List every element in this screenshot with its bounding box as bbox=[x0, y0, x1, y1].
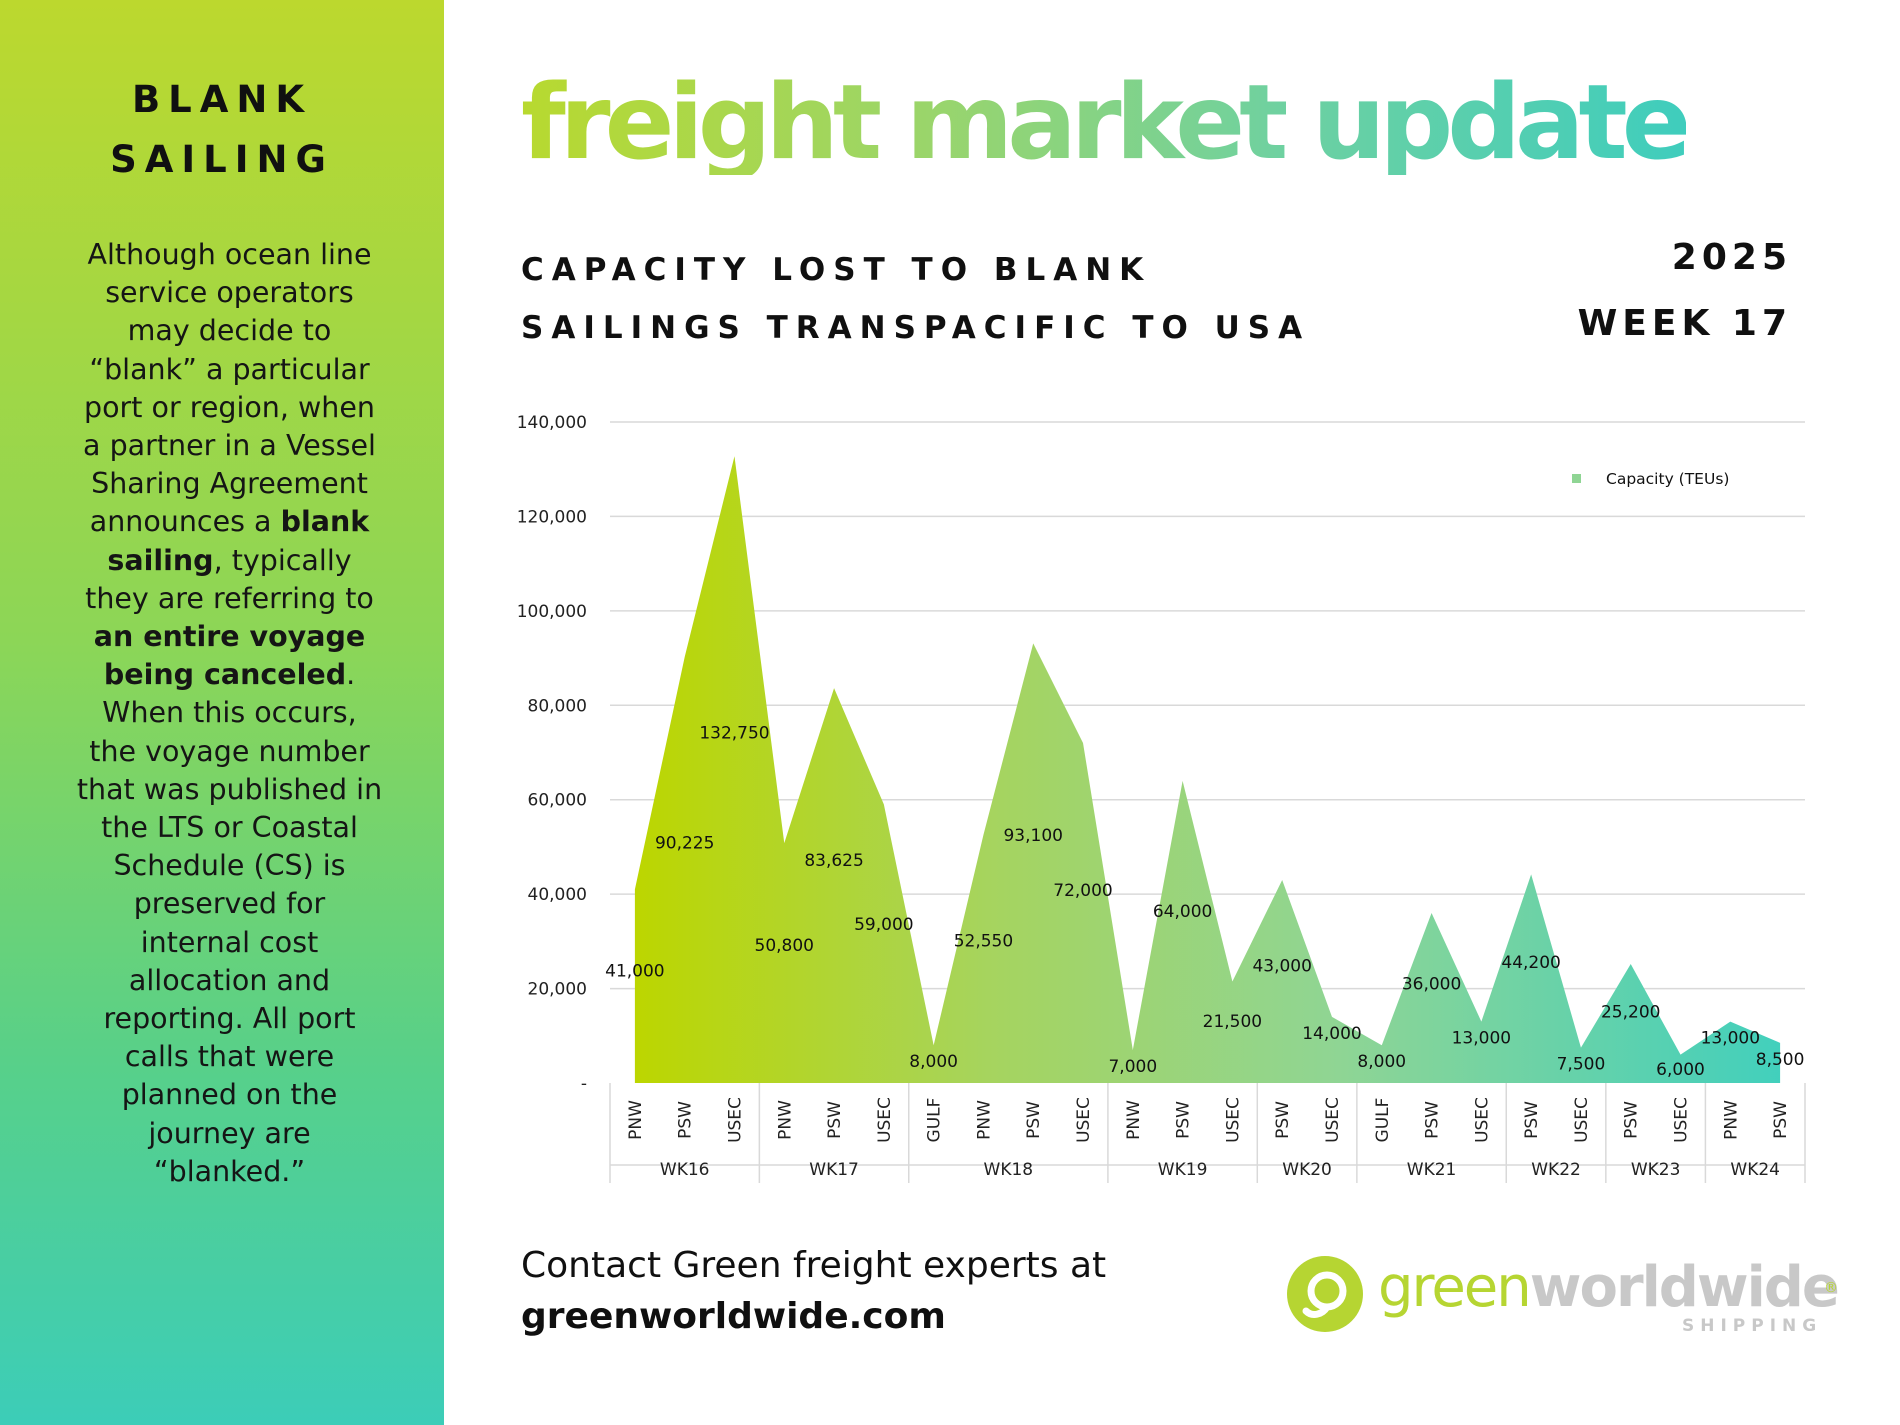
data-label: 90,225 bbox=[655, 834, 714, 854]
data-label: 25,200 bbox=[1601, 1003, 1660, 1023]
x-tick-label: USEC bbox=[1672, 1097, 1692, 1143]
x-tick-label: USEC bbox=[875, 1097, 895, 1143]
x-group-label: WK20 bbox=[1282, 1160, 1332, 1180]
x-group-label: WK16 bbox=[660, 1160, 710, 1180]
capacity-area-series bbox=[634, 456, 1781, 1083]
x-group-label: WK19 bbox=[1158, 1160, 1208, 1180]
y-tick-label: 120,000 bbox=[517, 507, 587, 527]
chart-subtitle-line2: SAILINGS TRANSPACIFIC TO USA bbox=[521, 310, 1311, 346]
logo-shipping: SHIPPING bbox=[1682, 1316, 1823, 1336]
legend-label: Capacity (TEUs) bbox=[1606, 470, 1729, 488]
logo-word-green: green bbox=[1378, 1255, 1532, 1320]
x-tick-label: PSW bbox=[676, 1101, 696, 1139]
chart-subtitle-line1: CAPACITY LOST TO BLANK bbox=[521, 252, 1152, 288]
x-tick-label: USEC bbox=[1223, 1097, 1243, 1143]
data-label: 44,200 bbox=[1501, 953, 1560, 973]
sidebar-description: Although ocean line service operators ma… bbox=[76, 236, 383, 1191]
sidebar-title-line2: SAILING bbox=[110, 138, 334, 181]
x-group-label: WK24 bbox=[1730, 1160, 1780, 1180]
x-tick-label: PSW bbox=[1522, 1101, 1542, 1139]
data-label: 6,000 bbox=[1656, 1060, 1705, 1080]
y-tick-label: 80,000 bbox=[528, 696, 587, 716]
logo-wordmark: greenworldwide bbox=[1378, 1260, 1840, 1316]
data-label: 64,000 bbox=[1153, 902, 1212, 922]
sidebar-panel: BLANK SAILING Although ocean line servic… bbox=[0, 0, 444, 1425]
y-tick-label: - bbox=[581, 1074, 587, 1094]
contact-text: Contact Green freight experts at bbox=[521, 1245, 1107, 1286]
data-label: 7,500 bbox=[1557, 1055, 1606, 1075]
data-label: 59,000 bbox=[854, 915, 913, 935]
headline: freight market update bbox=[521, 63, 1692, 183]
x-group-label: WK18 bbox=[984, 1160, 1034, 1180]
y-tick-label: 60,000 bbox=[528, 791, 587, 811]
greenworldwide-logo-icon bbox=[1287, 1256, 1363, 1332]
data-label: 132,750 bbox=[699, 723, 769, 743]
report-week: WEEK 17 bbox=[1577, 303, 1792, 344]
x-tick-label: USEC bbox=[1074, 1097, 1094, 1143]
x-tick-label: PSW bbox=[825, 1101, 845, 1139]
x-tick-label: PNW bbox=[775, 1100, 795, 1140]
data-label: 36,000 bbox=[1402, 975, 1461, 995]
x-tick-label: PSW bbox=[1273, 1101, 1293, 1139]
data-label: 7,000 bbox=[1108, 1057, 1157, 1077]
data-label: 14,000 bbox=[1302, 1024, 1361, 1044]
y-tick-label: 100,000 bbox=[517, 602, 587, 622]
data-label: 21,500 bbox=[1203, 1012, 1262, 1032]
data-label: 8,500 bbox=[1756, 1050, 1805, 1070]
x-tick-label: PNW bbox=[1721, 1100, 1741, 1140]
data-label: 83,625 bbox=[804, 851, 863, 871]
x-tick-label: USEC bbox=[1572, 1097, 1592, 1143]
sidebar-title-line1: BLANK bbox=[131, 78, 313, 121]
data-label: 41,000 bbox=[605, 962, 664, 982]
report-year: 2025 bbox=[1671, 237, 1792, 278]
website-link[interactable]: greenworldwide.com bbox=[521, 1296, 946, 1337]
x-tick-label: USEC bbox=[725, 1097, 745, 1143]
x-tick-label: PNW bbox=[1124, 1100, 1144, 1140]
x-tick-label: PNW bbox=[974, 1100, 994, 1140]
sidebar-text: . When this occurs, the voyage number th… bbox=[76, 658, 383, 1188]
x-tick-label: GULF bbox=[925, 1098, 945, 1143]
legend-swatch bbox=[1572, 474, 1581, 483]
x-tick-label: PSW bbox=[1174, 1101, 1194, 1139]
x-tick-label: PSW bbox=[1771, 1101, 1791, 1139]
x-tick-label: PSW bbox=[1423, 1101, 1443, 1139]
x-group-label: WK17 bbox=[809, 1160, 859, 1180]
x-tick-label: GULF bbox=[1373, 1098, 1393, 1143]
x-group-label: WK22 bbox=[1531, 1160, 1581, 1180]
logo-word-worldwide: worldwide bbox=[1529, 1255, 1840, 1320]
sidebar-text: Although ocean line service operators ma… bbox=[83, 238, 376, 539]
y-tick-label: 20,000 bbox=[528, 980, 587, 1000]
sidebar-text: , typically they are referring to bbox=[85, 543, 374, 615]
x-group-label: WK21 bbox=[1407, 1160, 1457, 1180]
data-label: 8,000 bbox=[909, 1052, 958, 1072]
y-tick-label: 40,000 bbox=[528, 885, 587, 905]
x-tick-label: PNW bbox=[626, 1100, 646, 1140]
data-label: 93,100 bbox=[1003, 826, 1062, 846]
sidebar-emphasis: an entire voyage being canceled bbox=[93, 620, 366, 692]
data-label: 8,000 bbox=[1357, 1052, 1406, 1072]
x-tick-label: PSW bbox=[1622, 1101, 1642, 1139]
registered-mark: ® bbox=[1824, 1280, 1838, 1296]
data-label: 13,000 bbox=[1452, 1029, 1511, 1049]
x-tick-label: PSW bbox=[1024, 1101, 1044, 1139]
x-tick-label: USEC bbox=[1472, 1097, 1492, 1143]
x-group-label: WK23 bbox=[1631, 1160, 1681, 1180]
data-label: 72,000 bbox=[1053, 881, 1112, 901]
data-label: 50,800 bbox=[755, 936, 814, 956]
sidebar-emphasis: blank sailing bbox=[107, 505, 370, 577]
data-label: 13,000 bbox=[1701, 1029, 1760, 1049]
data-label: 43,000 bbox=[1252, 956, 1311, 976]
y-tick-label: 140,000 bbox=[517, 413, 587, 433]
data-label: 52,550 bbox=[954, 932, 1013, 952]
x-tick-label: USEC bbox=[1323, 1097, 1343, 1143]
